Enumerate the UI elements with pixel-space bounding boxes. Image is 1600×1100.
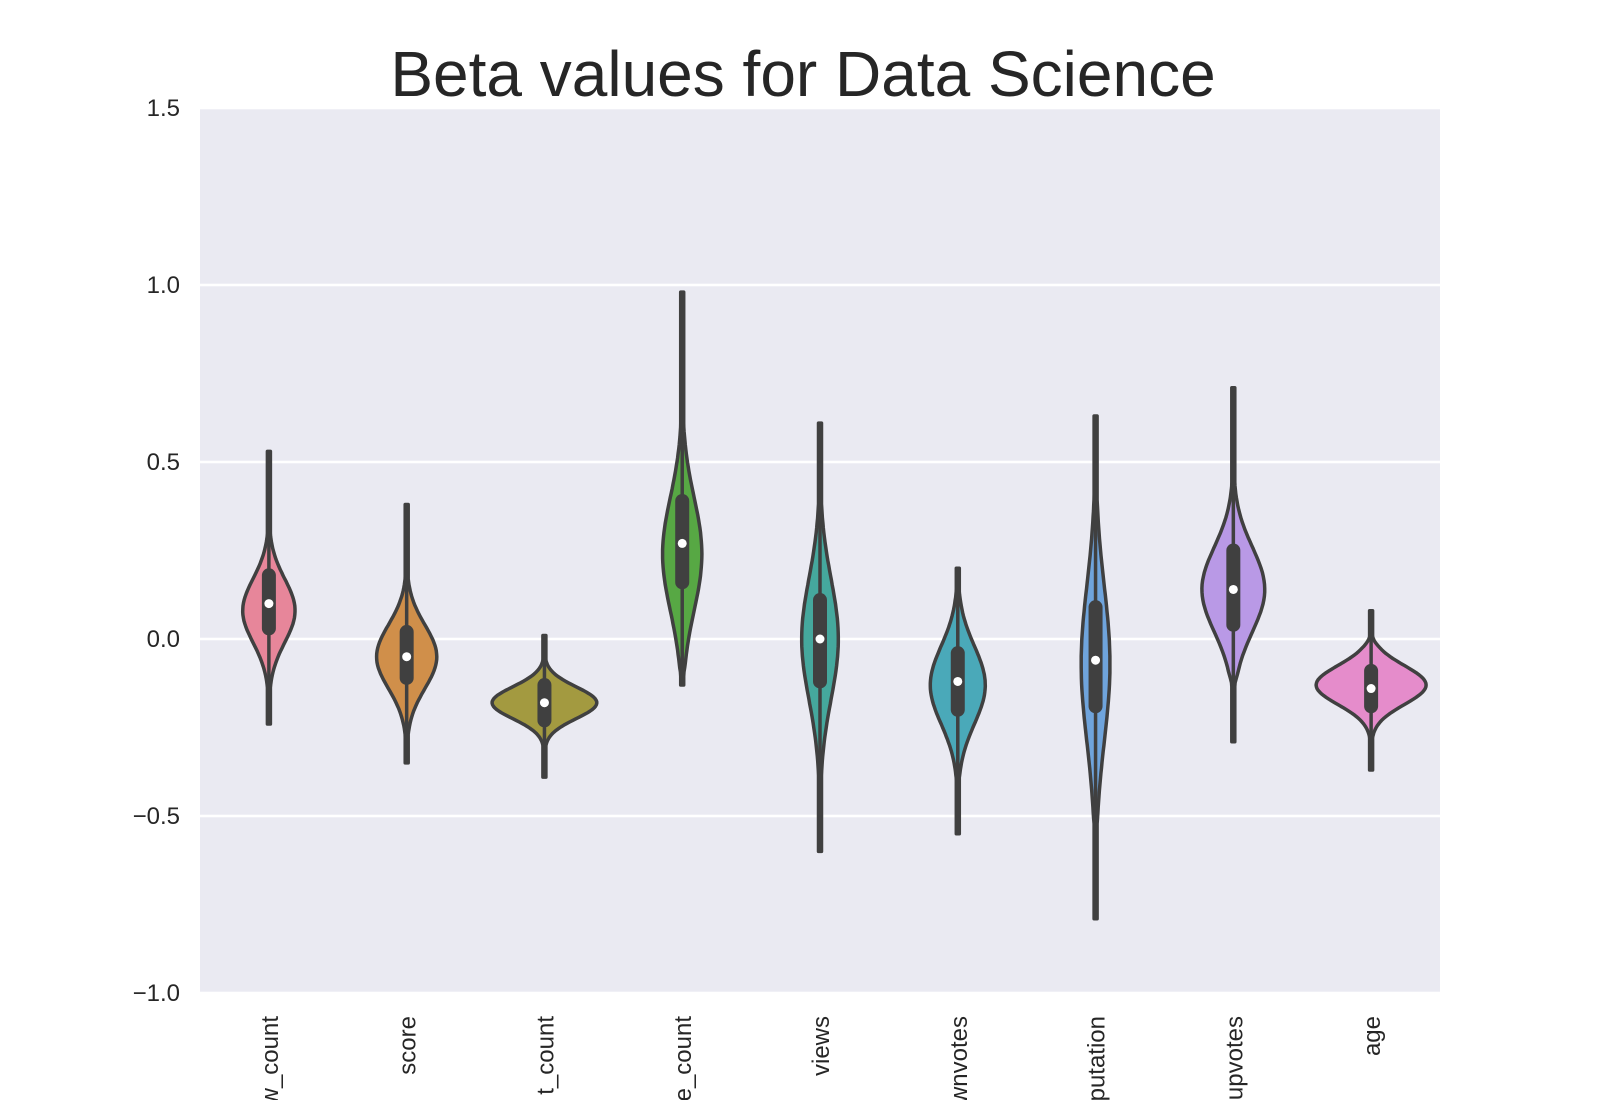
violin-w_count: [240, 449, 297, 726]
x-tick-label: w_count: [257, 1016, 284, 1100]
violin-median: [264, 599, 274, 609]
x-tick-label: age: [1359, 1016, 1386, 1056]
x-tick-label: wnvotes: [946, 1016, 973, 1100]
x-tick-label: score: [395, 1016, 422, 1075]
y-tick-label: 0.0: [147, 626, 180, 653]
violin-median: [1228, 584, 1238, 594]
violin-median: [677, 538, 687, 548]
y-tick-label: −1.0: [133, 980, 180, 1007]
x-tick-label: e_count: [670, 1016, 697, 1100]
violin-putation: [1079, 414, 1112, 921]
x-tick-label: upvotes: [1221, 1016, 1248, 1100]
violin-median: [1091, 655, 1101, 665]
violin-median: [1366, 684, 1376, 694]
x-tick-label: views: [808, 1016, 835, 1076]
violin-median: [953, 676, 963, 686]
violin-score: [374, 502, 439, 765]
violin-age: [1314, 608, 1428, 772]
y-tick-label: 1.0: [147, 272, 180, 299]
chart-title: Beta values for Data Science: [390, 38, 1215, 110]
y-tick-label: −0.5: [133, 803, 180, 830]
violin-median: [815, 634, 825, 644]
y-tick-label: 1.5: [147, 95, 180, 122]
violin-wnvotes: [928, 566, 988, 836]
x-tick-label: t_count: [532, 1016, 559, 1095]
violin-t_count: [490, 633, 599, 779]
y-tick-label: 0.5: [147, 449, 180, 476]
violin-e_count: [660, 290, 704, 687]
violin-median: [539, 698, 549, 708]
violin-upvotes: [1200, 385, 1267, 744]
x-axis-ticks: w_count score t_count e_count views wnvotes pu…: [257, 1016, 1386, 1100]
violin-views: [799, 421, 841, 854]
y-axis-ticks: −1.0 −0.5 0.0 0.5 1.0 1.5: [133, 95, 180, 1007]
x-tick-label: putation: [1084, 1016, 1111, 1100]
violins: [240, 290, 1428, 921]
violin-median: [402, 652, 412, 662]
